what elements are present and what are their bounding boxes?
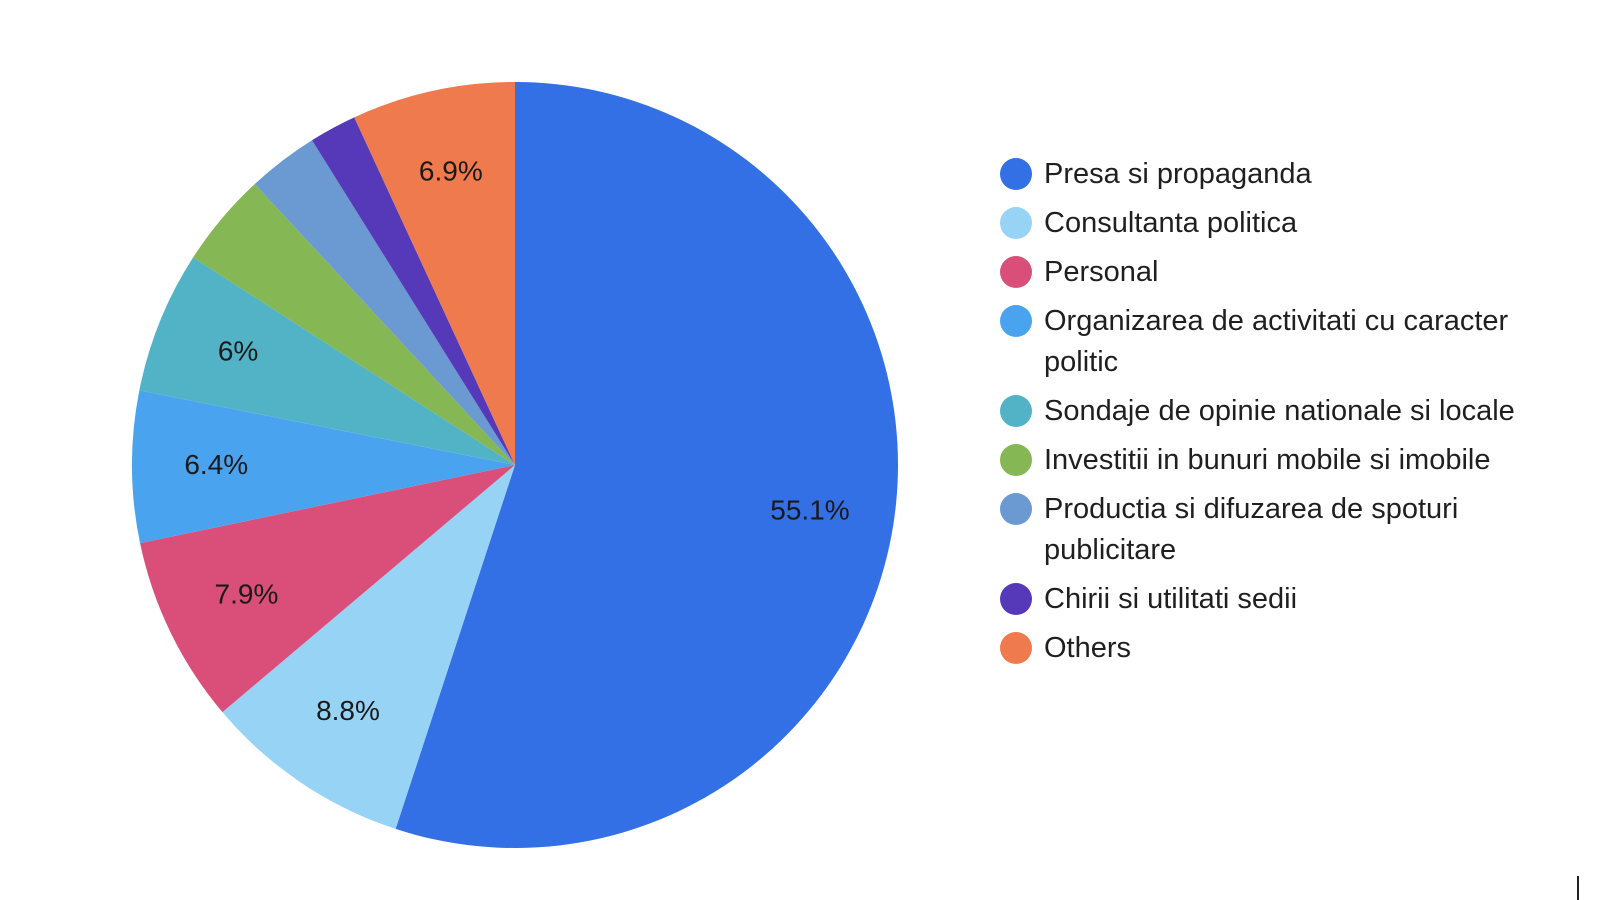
legend-label: Investitii in bunuri mobile si imobile <box>1044 444 1491 476</box>
legend-item: Consultanta politica <box>1000 203 1520 244</box>
legend-item: Presa si propaganda <box>1000 154 1520 195</box>
pie-slice-label: 55.1% <box>770 495 849 526</box>
pie-slice <box>139 257 515 465</box>
legend-label: Personal <box>1044 256 1159 288</box>
legend-label: Productia si difuzarea de spoturi public… <box>1044 493 1459 566</box>
legend-label: Presa si propaganda <box>1044 158 1312 190</box>
legend-item: Personal <box>1000 252 1520 293</box>
legend-item: Others <box>1000 628 1520 669</box>
legend-item: Productia si difuzarea de spoturi public… <box>1000 489 1520 571</box>
pie-slice <box>354 82 515 465</box>
legend-swatch <box>1000 256 1032 288</box>
legend-swatch <box>1000 305 1032 337</box>
text-cursor-mark <box>1577 876 1579 900</box>
pie-slice <box>395 82 898 848</box>
pie-slice <box>132 390 515 544</box>
pie-slice <box>254 140 515 465</box>
legend-label: Organizarea de activitati cu caracter po… <box>1044 305 1509 378</box>
legend-swatch <box>1000 632 1032 664</box>
legend-swatch <box>1000 395 1032 427</box>
legend-swatch <box>1000 444 1032 476</box>
legend-item: Sondaje de opinie nationale si locale <box>1000 391 1520 432</box>
pie-slice <box>140 465 516 713</box>
legend-item: Chirii si utilitati sedii <box>1000 579 1520 620</box>
pie-slice <box>193 183 515 466</box>
legend-swatch <box>1000 207 1032 239</box>
legend-swatch <box>1000 583 1032 615</box>
legend-swatch <box>1000 493 1032 525</box>
legend-item: Organizarea de activitati cu caracter po… <box>1000 301 1520 383</box>
legend-label: Consultanta politica <box>1044 207 1298 239</box>
pie-slice-label: 7.9% <box>215 578 279 609</box>
pie-slice <box>311 117 515 465</box>
pie-slice-label: 8.8% <box>316 695 380 726</box>
pie-slice <box>222 465 515 829</box>
legend-label: Others <box>1044 632 1132 664</box>
legend-item: Investitii in bunuri mobile si imobile <box>1000 440 1520 481</box>
pie-slices <box>132 82 898 848</box>
legend-label: Sondaje de opinie nationale si locale <box>1044 395 1515 427</box>
legend-swatch <box>1000 158 1032 190</box>
pie-slice-label: 6% <box>218 335 258 366</box>
pie-slice-label: 6.9% <box>419 156 483 187</box>
legend-label: Chirii si utilitati sedii <box>1044 583 1298 615</box>
chart-legend: Presa si propaganda Consultanta politica P… <box>1000 154 1520 677</box>
pie-slice-label: 6.4% <box>184 449 248 480</box>
pie-slice-labels: 55.1% 8.8% 7.9% 6.4% 6% 6.9% <box>184 156 849 726</box>
